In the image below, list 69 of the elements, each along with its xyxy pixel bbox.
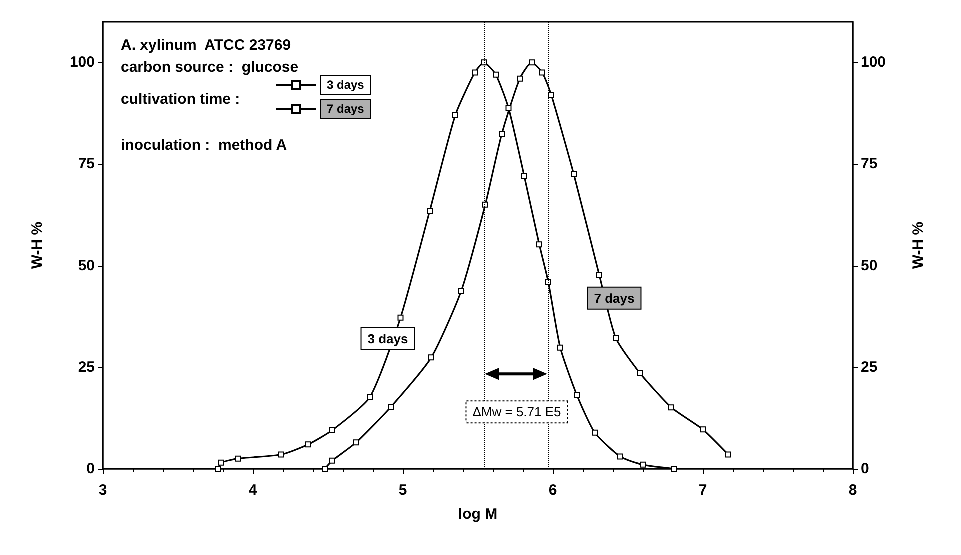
- point: [367, 394, 373, 400]
- annotation: A. xylinum ATCC 23769: [121, 37, 292, 54]
- y2-tick-label: 0: [861, 460, 870, 478]
- point: [216, 466, 222, 472]
- point: [354, 440, 360, 446]
- point: [388, 404, 394, 410]
- y-tick-label: 100: [70, 54, 95, 72]
- point: [558, 344, 564, 351]
- point: [596, 272, 602, 278]
- point: [322, 466, 328, 472]
- x-axis-title: log M: [458, 506, 498, 523]
- x-tick-label: 7: [698, 482, 708, 499]
- y-tick-label: 50: [78, 257, 95, 274]
- annotation: 7 days: [594, 290, 635, 306]
- annotation: carbon source : glucose: [121, 59, 299, 76]
- point: [700, 426, 706, 433]
- point: [517, 76, 523, 82]
- y2-tick-label: 75: [861, 156, 878, 173]
- y2-tick-label: 100: [861, 54, 886, 72]
- x-tick-label: 5: [398, 482, 408, 499]
- point: [330, 458, 336, 464]
- point: [506, 105, 512, 112]
- y-tick-label: 0: [86, 460, 95, 478]
- point: [618, 454, 624, 460]
- x-tick-label: 3: [98, 482, 108, 499]
- point: [522, 173, 528, 180]
- point: [546, 279, 552, 286]
- point: [640, 462, 646, 468]
- annotation: cultivation time :: [121, 91, 240, 108]
- point: [672, 466, 678, 472]
- point: [472, 70, 478, 76]
- point: [536, 242, 542, 248]
- y-tick-label: 75: [78, 156, 95, 173]
- legend-label: 7 days: [327, 102, 365, 116]
- y2-axis-title: W-H %: [910, 222, 927, 270]
- point: [574, 392, 580, 398]
- annotation: inoculation : method A: [121, 137, 288, 154]
- point: [278, 452, 284, 458]
- point: [427, 208, 433, 214]
- x-tick-label: 6: [548, 482, 558, 499]
- annotation: 3 days: [368, 331, 408, 346]
- point: [571, 171, 577, 178]
- point: [637, 370, 643, 376]
- point: [452, 112, 458, 118]
- point: [592, 430, 598, 436]
- point: [493, 72, 499, 78]
- point: [306, 442, 312, 448]
- point: [330, 427, 336, 434]
- point: [398, 314, 404, 321]
- point: [428, 354, 434, 361]
- y2-tick-label: 25: [861, 358, 878, 376]
- legend-label: 3 days: [327, 78, 365, 92]
- point: [613, 335, 619, 342]
- point: [726, 452, 732, 458]
- point: [218, 460, 224, 466]
- point: [499, 131, 505, 138]
- point: [458, 288, 464, 294]
- y-axis-title: W-H %: [29, 222, 46, 270]
- point: [668, 404, 674, 411]
- point: [482, 202, 488, 208]
- x-tick-label: 4: [248, 482, 258, 499]
- point: [235, 456, 241, 462]
- y2-tick-label: 50: [861, 257, 878, 274]
- y-tick-label: 25: [78, 358, 95, 376]
- point: [529, 60, 535, 66]
- point: [540, 70, 546, 76]
- point: [548, 92, 554, 98]
- annotation: ΔMw = 5.71 E5: [472, 404, 562, 420]
- x-tick-label: 8: [848, 482, 858, 499]
